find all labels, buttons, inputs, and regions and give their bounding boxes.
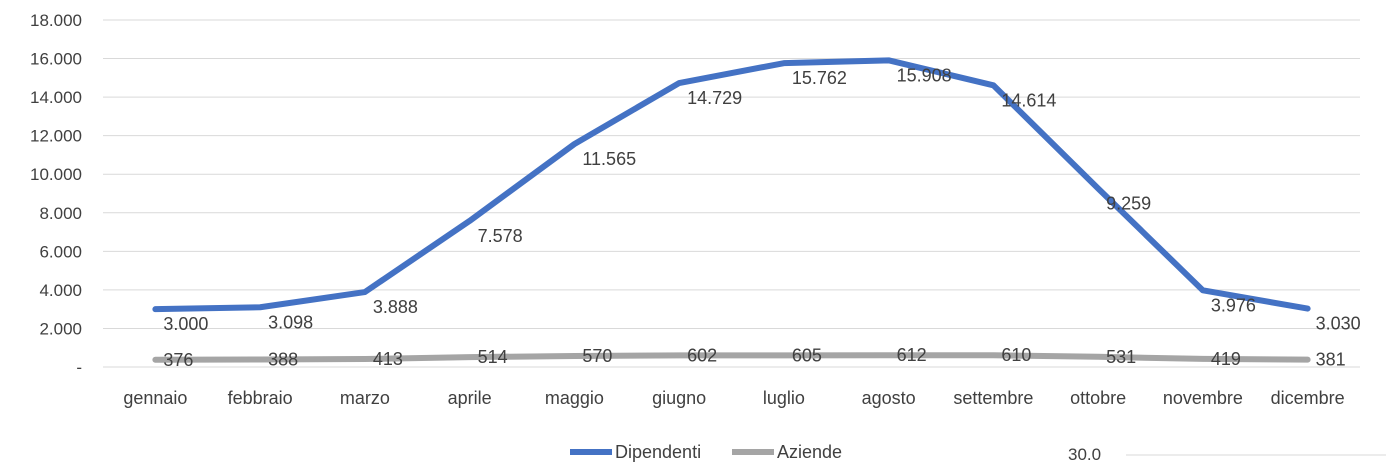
gridlines (103, 19, 1360, 368)
y-tick-label: 2.000 (39, 319, 82, 338)
data-label-aziende: 376 (163, 350, 193, 370)
data-label-dipendenti: 15.762 (792, 68, 847, 88)
y-tick-label: 14.000 (30, 88, 82, 107)
x-tick-label: ottobre (1070, 388, 1126, 408)
data-label-dipendenti: 9.259 (1106, 194, 1151, 214)
x-tick-label: agosto (862, 388, 916, 408)
x-tick-label: dicembre (1271, 388, 1345, 408)
data-label-aziende: 531 (1106, 347, 1136, 367)
x-axis: gennaio febbraio marzo aprile maggio giugno lu… (123, 388, 1344, 408)
x-tick-label: gennaio (123, 388, 187, 408)
x-tick-label: novembre (1163, 388, 1243, 408)
y-tick-label: 10.000 (30, 165, 82, 184)
x-tick-label: maggio (545, 388, 604, 408)
y-tick-label: - (76, 358, 82, 377)
data-label-dipendenti: 14.729 (687, 88, 742, 108)
data-label-aziende: 605 (792, 345, 822, 365)
y-tick-label: 4.000 (39, 281, 82, 300)
series-line-aziende (152, 352, 1311, 363)
data-label-dipendenti: 3.976 (1211, 295, 1256, 315)
y-tick-label: 16.000 (30, 50, 82, 69)
data-label-aziende: 612 (897, 345, 927, 365)
extra-text: 30.0 (1068, 445, 1101, 462)
data-label-dipendenti: 11.565 (582, 149, 636, 169)
x-tick-label: febbraio (228, 388, 293, 408)
x-tick-label: settembre (953, 388, 1033, 408)
data-label-dipendenti: 3.030 (1316, 314, 1361, 334)
data-label-dipendenti: 3.888 (373, 297, 418, 317)
series-line-dipendenti (152, 57, 1311, 313)
y-axis: - 2.000 4.000 6.000 8.000 10.000 12.000 14.000 1… (30, 11, 82, 377)
legend: Dipendenti Aziende (570, 442, 842, 462)
data-label-aziende: 381 (1316, 350, 1346, 370)
data-label-dipendenti: 3.098 (268, 312, 313, 332)
data-label-aziende: 570 (582, 346, 612, 366)
x-tick-label: marzo (340, 388, 390, 408)
y-tick-label: 8.000 (39, 204, 82, 223)
data-label-aziende: 419 (1211, 349, 1241, 369)
data-label-aziende: 388 (268, 350, 298, 370)
data-label-dipendenti: 3.000 (163, 314, 208, 334)
data-labels: 3.000 3.098 3.888 7.578 11.565 14.729 15.762 15… (163, 65, 1360, 369)
data-label-dipendenti: 15.908 (897, 65, 952, 85)
y-tick-label: 12.000 (30, 127, 82, 146)
data-label-dipendenti: 14.614 (1001, 90, 1056, 110)
data-label-aziende: 413 (373, 349, 403, 369)
x-tick-label: luglio (763, 388, 805, 408)
series-lines (152, 57, 1311, 363)
y-tick-label: 6.000 (39, 242, 82, 261)
x-tick-label: aprile (448, 388, 492, 408)
y-tick-label: 18.000 (30, 11, 82, 30)
legend-label-aziende: Aziende (777, 442, 842, 462)
data-label-aziende: 610 (1001, 345, 1031, 365)
data-label-aziende: 514 (478, 347, 508, 367)
data-label-aziende: 602 (687, 345, 717, 365)
data-label-dipendenti: 7.578 (478, 226, 523, 246)
legend-label-dipendenti: Dipendenti (615, 442, 701, 462)
x-tick-label: giugno (652, 388, 706, 408)
